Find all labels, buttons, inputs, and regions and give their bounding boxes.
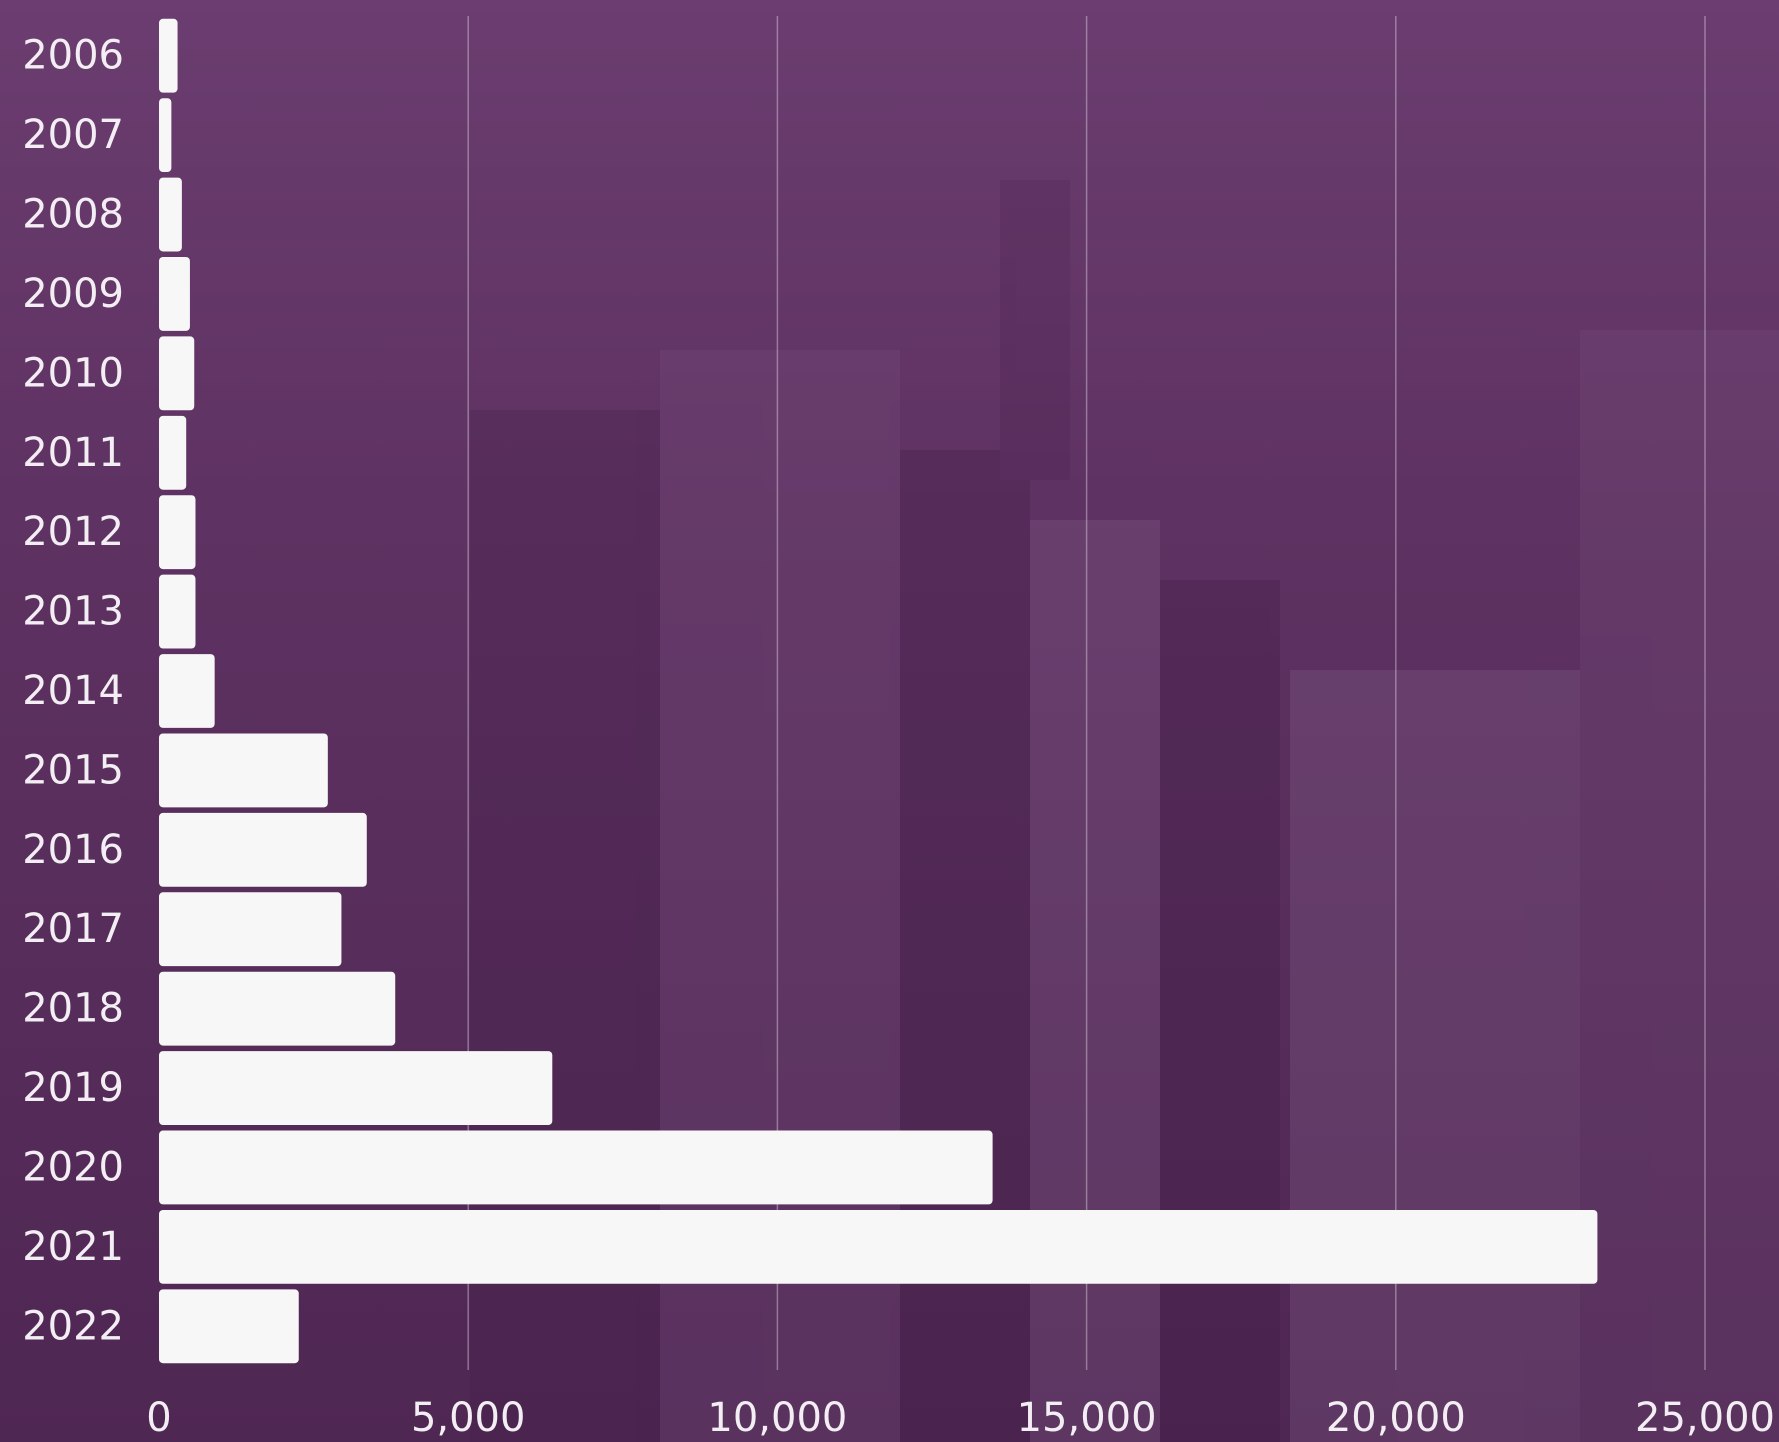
y-tick-label: 2006 [22,33,124,79]
city-backdrop [470,180,1779,1442]
plot-area: 0 5,000 10,000 15,000 20,000 25,000 2006 2007 20… [22,16,1775,1441]
bar [159,1130,993,1205]
bar [159,177,182,252]
x-tick-label: 25,000 [1635,1395,1775,1441]
y-tick-label: 2011 [22,430,124,476]
y-tick-label: 2010 [22,350,124,396]
x-tick-label: 20,000 [1326,1395,1466,1441]
x-tick-label: 0 [146,1395,171,1441]
y-tick-label: 2015 [22,747,124,793]
bar [159,495,196,570]
y-tick-label: 2008 [22,192,124,238]
bar [159,654,215,728]
bar [159,1209,1598,1284]
y-tick-label: 2016 [22,827,124,873]
y-tick-label: 2021 [22,1224,124,1270]
bar [159,98,172,173]
x-tick-label: 5,000 [411,1395,526,1441]
x-tick-label: 15,000 [1017,1395,1157,1441]
bar [159,257,190,331]
y-tick-label: 2017 [22,906,124,952]
bar [159,1051,553,1125]
y-tick-label: 2020 [22,1144,124,1190]
x-tick-label: 10,000 [707,1395,847,1441]
bar [159,971,396,1046]
bar [159,415,187,490]
bar [159,892,342,967]
y-tick-label: 2012 [22,509,124,555]
bar [159,733,328,808]
bar [159,574,196,649]
bar [159,1289,299,1364]
y-tick-label: 2018 [22,986,124,1032]
y-tick-label: 2009 [22,271,124,317]
y-tick-label: 2022 [22,1303,124,1349]
y-tick-label: 2019 [22,1065,124,1111]
y-tick-label: 2007 [22,112,124,158]
bar [159,812,367,887]
y-tick-label: 2013 [22,589,124,635]
y-tick-label: 2014 [22,668,124,714]
bar [159,336,195,411]
bar [159,18,178,93]
